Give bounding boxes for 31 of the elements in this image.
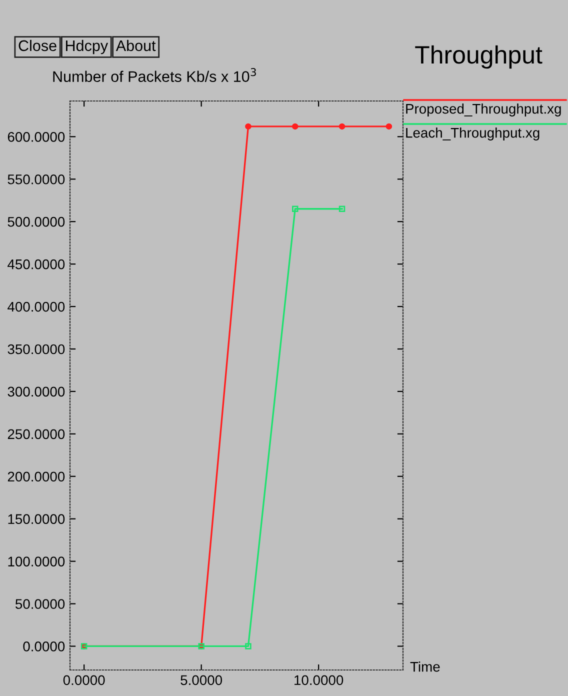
y-tick-label: 150.0000: [8, 514, 65, 524]
x-tick-label: 5.0000: [180, 675, 222, 686]
text: Throughput: [415, 45, 542, 69]
point: [338, 206, 346, 212]
text: About: [116, 40, 156, 52]
y-tick-label: 0.0000: [23, 642, 65, 652]
y-tick-label: 600.0000: [8, 132, 65, 142]
y-tick-label: 50.0000: [15, 599, 65, 609]
y-tick-label: 250.0000: [8, 429, 65, 440]
x-axis-title: Time: [410, 662, 440, 672]
point: [292, 123, 298, 130]
y-tick-label: 500.0000: [8, 216, 65, 227]
y-tick-label: 400.0000: [8, 302, 65, 312]
y-tick-label: 450.0000: [8, 259, 65, 270]
y-axis-title: Number of Packets Kb/s x 10$^{3}$: [53, 68, 256, 82]
y-tick-label: 350.0000: [8, 344, 65, 354]
text: Hdcpy: [66, 40, 108, 54]
point: [386, 123, 392, 130]
point: [338, 123, 346, 130]
point: [245, 123, 252, 130]
y-tick-label: 550.0000: [8, 174, 65, 184]
y-tick-label: 200.0000: [8, 472, 65, 482]
text: Close: [18, 40, 56, 52]
y-tick-label: 100.0000: [8, 556, 65, 566]
series-label: Proposed_Throughput.xg: [406, 104, 561, 116]
text: Leach_Throughput.xg: [406, 128, 540, 140]
x-tick-label: 0.0000: [63, 675, 105, 686]
point: [245, 643, 252, 650]
point: [292, 206, 298, 212]
x-tick-label: 10.0000: [294, 675, 344, 686]
y-tick-label: 300.0000: [8, 386, 65, 397]
